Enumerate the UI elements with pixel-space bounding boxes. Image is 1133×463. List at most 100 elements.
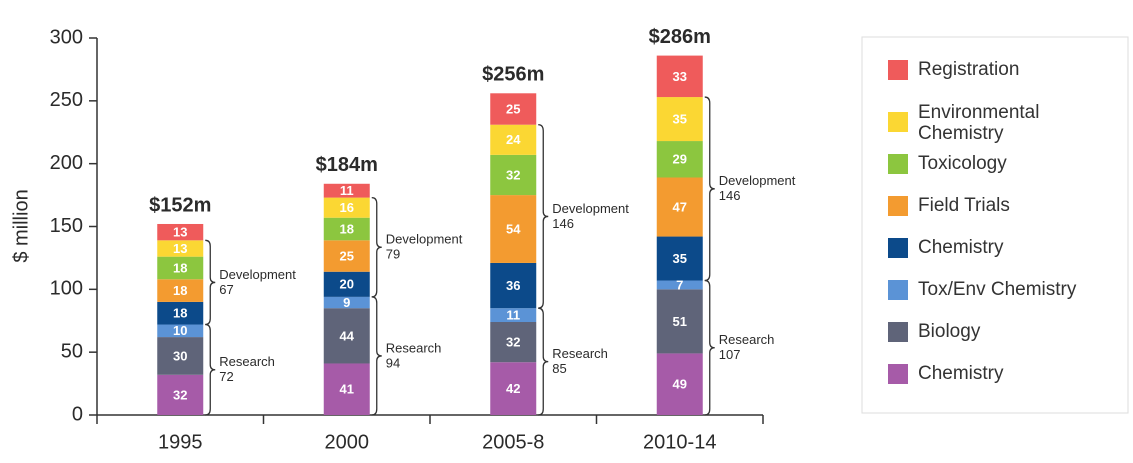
bar-segment — [157, 301, 204, 325]
group-name: Research — [386, 340, 442, 355]
segment-label: 25 — [340, 248, 354, 263]
bar-segment — [656, 289, 703, 354]
legend-swatch — [888, 322, 908, 342]
y-tick-label: 200 — [50, 152, 83, 174]
bar-segment — [323, 271, 370, 297]
segment-label: 20 — [340, 277, 354, 292]
bar-segment — [656, 141, 703, 178]
legend-swatch — [888, 60, 908, 80]
y-tick-label: 100 — [50, 278, 83, 300]
segment-label: 35 — [673, 111, 687, 126]
bar-segment — [323, 183, 370, 198]
legend-box — [861, 36, 1129, 414]
bar-segment — [157, 240, 204, 257]
segment-label: 10 — [173, 323, 187, 338]
legend-swatch — [888, 154, 908, 174]
bar-segment — [490, 93, 537, 125]
total-label: $256m — [482, 64, 544, 86]
bar-segment — [323, 296, 370, 309]
legend-label: Chemistry — [918, 237, 1004, 258]
segment-label: 36 — [506, 278, 520, 293]
bar-segment — [157, 223, 204, 241]
segment-label: 32 — [506, 167, 520, 182]
segment-label: 9 — [343, 295, 350, 310]
bar-segment — [157, 374, 204, 415]
segment-label: 7 — [676, 277, 683, 292]
y-tick-label: 150 — [50, 215, 83, 237]
segment-label: 13 — [173, 225, 187, 240]
legend-label: Tox/Env Chemistry — [918, 279, 1077, 300]
segment-label: 30 — [173, 348, 187, 363]
bar-segment — [323, 197, 370, 218]
legend-label-line: Chemistry — [918, 123, 1004, 144]
total-label: $152m — [149, 194, 211, 216]
bar-segment — [656, 55, 703, 98]
segment-label: 18 — [173, 260, 187, 275]
legend-label: Toxicology — [918, 153, 1007, 174]
legend-swatch — [888, 238, 908, 258]
legend-swatch — [888, 112, 908, 132]
bar-segment — [656, 97, 703, 142]
segment-label: 32 — [173, 387, 187, 402]
y-tick-label: 0 — [72, 403, 83, 425]
segment-label: 49 — [673, 377, 687, 392]
segment-label: 18 — [173, 306, 187, 321]
bar-segment — [490, 308, 537, 323]
segment-label: 44 — [340, 328, 355, 343]
bar-segment — [656, 280, 703, 290]
y-tick-label: 250 — [50, 89, 83, 111]
segment-label: 25 — [506, 101, 520, 116]
segment-label: 35 — [673, 251, 687, 266]
segment-label: 18 — [173, 283, 187, 298]
segment-label: 16 — [340, 200, 354, 215]
segment-label: 32 — [506, 335, 520, 350]
group-value: 107 — [719, 347, 741, 362]
bar-segment — [656, 177, 703, 237]
bar-segment — [323, 363, 370, 415]
segment-label: 33 — [673, 69, 687, 84]
x-tick-label: 1995 — [158, 431, 203, 453]
group-name: Research — [219, 354, 275, 369]
segment-label: 42 — [506, 381, 520, 396]
bar-segment — [490, 362, 537, 415]
group-brace — [704, 96, 715, 282]
group-name: Development — [719, 173, 796, 188]
segment-label: 11 — [506, 308, 520, 323]
legend-swatch — [888, 364, 908, 384]
group-value: 146 — [719, 188, 741, 203]
bar-segment — [157, 256, 204, 280]
group-value: 146 — [552, 216, 574, 231]
group-name: Development — [386, 232, 463, 247]
legend-label: Field Trials — [918, 195, 1010, 216]
bar-segment — [157, 337, 204, 375]
bar-segment — [490, 262, 537, 309]
bar-segment — [323, 217, 370, 241]
bar-segment — [490, 195, 537, 263]
bar-segment — [656, 236, 703, 281]
legend-swatch — [888, 280, 908, 300]
x-tick-label: 2010-14 — [643, 431, 716, 453]
segment-label: 47 — [673, 199, 687, 214]
segment-label: 18 — [340, 221, 354, 236]
total-label: $286m — [649, 26, 711, 48]
y-axis-label: $ million — [10, 189, 32, 262]
segment-label: 41 — [340, 382, 354, 397]
segment-label: 24 — [506, 132, 521, 147]
group-value: 85 — [552, 361, 566, 376]
group-value: 94 — [386, 355, 400, 370]
segment-label: 13 — [173, 241, 187, 256]
group-brace — [538, 124, 549, 309]
group-value: 72 — [219, 369, 233, 384]
legend-label: Environmental Chemistry — [918, 102, 1045, 144]
segment-label: 29 — [673, 152, 687, 167]
bar-segment — [656, 353, 703, 415]
group-brace — [371, 196, 382, 298]
legend-label: Registration — [918, 59, 1019, 80]
bar-segment — [490, 124, 537, 155]
bar-segment — [323, 308, 370, 364]
group-brace — [704, 279, 715, 416]
group-brace — [205, 239, 216, 326]
segment-label: 11 — [340, 183, 354, 198]
bar-segment — [323, 240, 370, 272]
